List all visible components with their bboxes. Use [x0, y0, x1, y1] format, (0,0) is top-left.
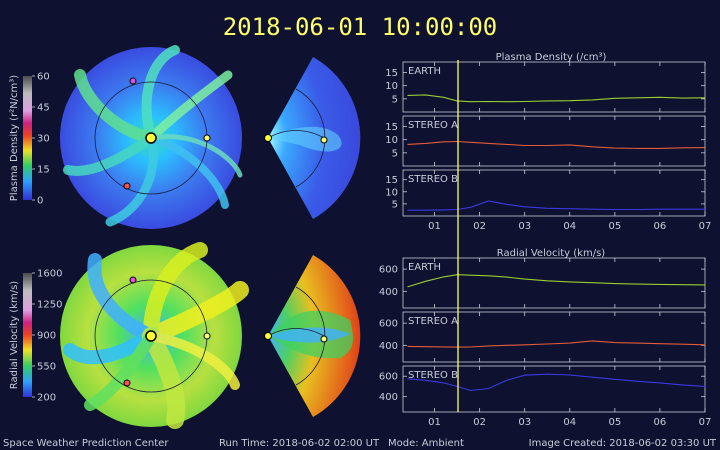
velocity-colorbar-tick: 1600 [37, 269, 62, 280]
x-tick-label: 06 [654, 221, 667, 232]
footer-image-created: Image Created: 2018-06-02 03:30 UT [529, 438, 717, 449]
x-tick-label: 07 [699, 417, 712, 428]
density-colorbar-tick: 60 [37, 72, 50, 83]
velocity-panel-title: Radial Velocity (km/s) [497, 248, 605, 259]
y-tick-label: 10 [385, 135, 398, 146]
x-tick-label: 01 [428, 417, 441, 428]
panel-velocity-stereo-b: 400 600 STEREO B [379, 365, 706, 413]
panel-density-earth: 5 10 15 EARTH [385, 61, 706, 113]
x-tick-label: 04 [563, 417, 576, 428]
x-tick-label: 05 [608, 221, 621, 232]
series-name: STEREO B [408, 174, 458, 185]
y-tick-label: 15 [385, 175, 398, 186]
density-colorbar: Plasma Density (r²N/cm³) 60 45 30 15 0 [9, 72, 50, 207]
density-colorbar-tick: 30 [37, 134, 50, 145]
series-line [407, 274, 706, 288]
y-tick-label: 600 [379, 372, 398, 383]
series-name: EARTH [408, 66, 441, 77]
series-name: STEREO A [408, 120, 458, 131]
velocity-colorbar-tick: 1250 [37, 300, 62, 311]
y-tick-label: 15 [385, 68, 398, 79]
footer-run-time: Run Time: 2018-06-02 02:00 UT [219, 438, 380, 449]
panel-velocity-earth: 400 600 EARTH [379, 257, 706, 309]
x-tick-label: 06 [654, 417, 667, 428]
y-tick-label: 10 [385, 187, 398, 198]
velocity-colorbar: Radial Velocity (km/s) 1600 1250 900 550 200 [9, 269, 62, 404]
velocity-colorbar-label: Radial Velocity (km/s) [9, 281, 20, 389]
y-tick-label: 400 [379, 287, 398, 298]
velocity-colorbar-tick: 900 [37, 331, 56, 342]
series-name: EARTH [408, 262, 441, 273]
x-tick-label: 01 [428, 221, 441, 232]
y-tick-label: 5 [392, 94, 398, 105]
density-colorbar-label: Plasma Density (r²N/cm³) [9, 75, 20, 202]
y-tick-label: 10 [385, 81, 398, 92]
x-tick-label: 02 [473, 221, 486, 232]
series-line [407, 200, 705, 211]
x-tick-label: 02 [473, 417, 486, 428]
series-line [407, 340, 706, 348]
earth-marker [203, 134, 211, 142]
x-tick-label: 07 [699, 221, 712, 232]
density-panel-title: Plasma Density (/cm³) [496, 52, 607, 63]
x-tick-label: 04 [563, 221, 576, 232]
density-colorbar-tick: 15 [37, 165, 50, 176]
series-line [407, 94, 706, 103]
series-line [407, 140, 706, 149]
velocity-ecliptic-disk [60, 242, 249, 429]
datetime-title: 2018-06-01 10:00:00 [223, 13, 498, 41]
panel-velocity-stereo-a: 400 600 STEREO A [379, 311, 706, 363]
velocity-meridional-wedge [264, 255, 361, 417]
x-tick-label: 03 [518, 417, 531, 428]
density-colorbar-tick: 0 [37, 196, 43, 207]
density-meridional-wedge [264, 57, 361, 219]
stereo-b-marker [129, 77, 137, 85]
x-tick-label: 03 [518, 221, 531, 232]
panel-density-stereo-a: 5 10 15 STEREO A [385, 115, 706, 167]
y-tick-label: 400 [379, 392, 398, 403]
y-tick-label: 15 [385, 122, 398, 133]
density-colorbar-tick: 45 [37, 103, 50, 114]
sun-marker [145, 132, 157, 144]
velocity-colorbar-tick: 200 [37, 393, 56, 404]
y-tick-label: 600 [379, 319, 398, 330]
footer-center: Space Weather Prediction Center [3, 438, 169, 449]
y-tick-label: 5 [392, 148, 398, 159]
velocity-colorbar-tick: 550 [37, 362, 56, 373]
stereo-a-marker [123, 182, 131, 190]
x-tick-label: 05 [608, 417, 621, 428]
y-tick-label: 5 [392, 199, 398, 210]
series-name: STEREO B [408, 370, 458, 381]
series-name: STEREO A [408, 316, 458, 327]
series-line [407, 373, 706, 392]
footer-mode: Mode: Ambient [388, 438, 464, 449]
density-ecliptic-disk [60, 45, 243, 229]
y-tick-label: 400 [379, 341, 398, 352]
y-tick-label: 600 [379, 265, 398, 276]
